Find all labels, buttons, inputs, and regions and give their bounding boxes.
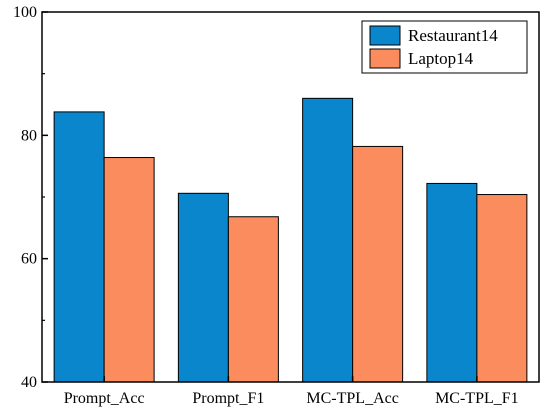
x-tick-label: Prompt_F1	[192, 390, 264, 407]
bar-restaurant14-mc-tpl-acc	[302, 97, 354, 383]
y-tick-label: 60	[21, 251, 37, 268]
legend-label: Restaurant14	[408, 26, 498, 45]
legend-label: Laptop14	[408, 49, 474, 68]
x-axis: Prompt_Acc Prompt_F1 MC-TPL_Acc MC-TPL_F1	[64, 376, 519, 407]
x-tick-label: MC-TPL_Acc	[306, 390, 398, 407]
legend: Restaurant14 Laptop14	[361, 20, 528, 74]
x-tick-label: MC-TPL_F1	[435, 390, 519, 407]
legend-swatch	[369, 25, 401, 46]
x-tick-label: Prompt_Acc	[64, 390, 145, 407]
bar-restaurant14-prompt-acc	[53, 111, 105, 383]
y-tick-label: 80	[21, 127, 37, 144]
bar-restaurant14-prompt-f1	[177, 192, 229, 383]
bars-layer	[53, 97, 528, 383]
bar-restaurant14-mc-tpl-f1	[426, 182, 478, 383]
bar-laptop14-prompt-acc	[103, 157, 155, 383]
bar-laptop14-mc-tpl-f1	[476, 194, 528, 383]
y-tick-label: 100	[13, 4, 37, 21]
bar-laptop14-prompt-f1	[227, 216, 279, 383]
bar-laptop14-mc-tpl-acc	[352, 145, 404, 383]
y-axis: 40 60 80 100	[13, 4, 48, 391]
y-tick-label: 40	[21, 374, 37, 391]
legend-swatch	[369, 48, 401, 69]
